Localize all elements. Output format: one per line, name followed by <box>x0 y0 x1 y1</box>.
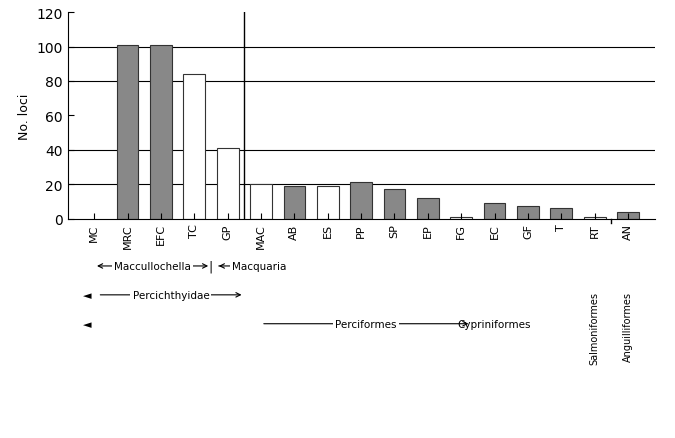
Bar <box>617 212 639 219</box>
Bar <box>517 207 539 219</box>
Bar <box>417 198 439 219</box>
Bar <box>250 185 272 219</box>
Text: Percichthyidae: Percichthyidae <box>132 290 209 300</box>
Bar <box>551 209 572 219</box>
Bar <box>383 190 405 219</box>
Text: ◄: ◄ <box>83 319 92 329</box>
Bar <box>317 187 339 219</box>
Text: Salmoniformes: Salmoniformes <box>590 291 599 364</box>
Text: |: | <box>209 260 213 273</box>
Text: ◄: ◄ <box>83 290 92 300</box>
Y-axis label: No. loci: No. loci <box>18 93 30 139</box>
Text: Maccullochella: Maccullochella <box>114 261 191 271</box>
Bar <box>184 75 205 219</box>
Bar <box>450 217 472 219</box>
Bar <box>117 46 138 219</box>
Text: Anguilliformes: Anguilliformes <box>623 291 633 361</box>
Text: Perciformes: Perciformes <box>335 319 397 329</box>
Bar <box>150 46 171 219</box>
Text: Macquaria: Macquaria <box>232 261 287 271</box>
Bar <box>484 204 506 219</box>
Bar <box>217 148 238 219</box>
Bar <box>284 187 305 219</box>
Bar <box>350 183 372 219</box>
Text: Cypriniformes: Cypriniformes <box>458 319 531 329</box>
Bar <box>584 217 605 219</box>
